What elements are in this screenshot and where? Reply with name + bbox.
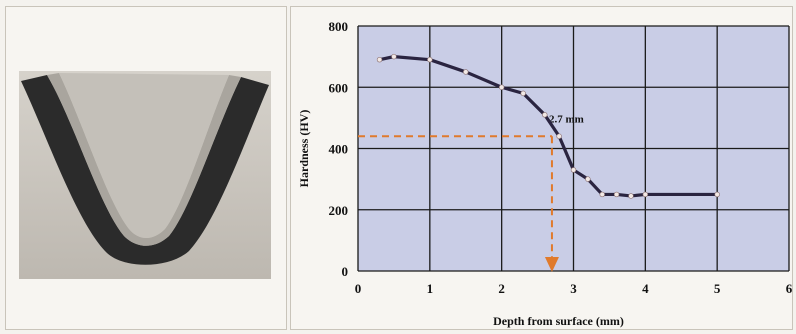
data-point — [570, 167, 577, 173]
annotation-arrow-head — [544, 257, 559, 272]
x-tick-label: 1 — [427, 281, 434, 296]
y-tick-label: 200 — [329, 203, 349, 218]
x-tick-label: 2 — [498, 281, 505, 296]
data-point — [427, 56, 433, 63]
data-point — [628, 193, 634, 199]
data-point — [520, 90, 526, 97]
chart-panel: 0 1 2 3 4 5 6 0 200 400 600 800 Depth from surface (… — [290, 6, 793, 330]
y-axis-title: Hardness (HV) — [297, 110, 311, 188]
data-point — [556, 133, 562, 139]
x-axis-title: Depth from surface (mm) — [493, 314, 624, 328]
y-tick-label: 400 — [329, 142, 349, 157]
x-tick-label: 4 — [642, 281, 649, 296]
data-point — [463, 69, 469, 75]
data-point — [613, 191, 620, 198]
photo-panel — [5, 6, 287, 330]
data-point — [599, 191, 605, 198]
data-point — [391, 53, 397, 60]
x-tick-label: 0 — [355, 281, 362, 296]
data-point — [542, 112, 548, 118]
annotation-label: 2.7 mm — [549, 113, 584, 125]
hardness-depth-chart: 0 1 2 3 4 5 6 0 200 400 600 800 Depth from surface (… — [297, 19, 792, 328]
data-point — [642, 191, 649, 198]
data-point — [376, 56, 383, 63]
specimen-cross-section-image — [19, 71, 271, 279]
x-tick-label: 5 — [714, 281, 721, 296]
x-tick-label: 3 — [570, 281, 577, 296]
data-point — [585, 176, 591, 182]
data-point — [498, 84, 505, 90]
y-tick-label: 600 — [329, 80, 349, 95]
data-point — [714, 191, 720, 198]
y-tick-label: 800 — [329, 19, 349, 34]
y-tick-label: 0 — [342, 264, 349, 279]
x-tick-label: 6 — [786, 281, 792, 296]
